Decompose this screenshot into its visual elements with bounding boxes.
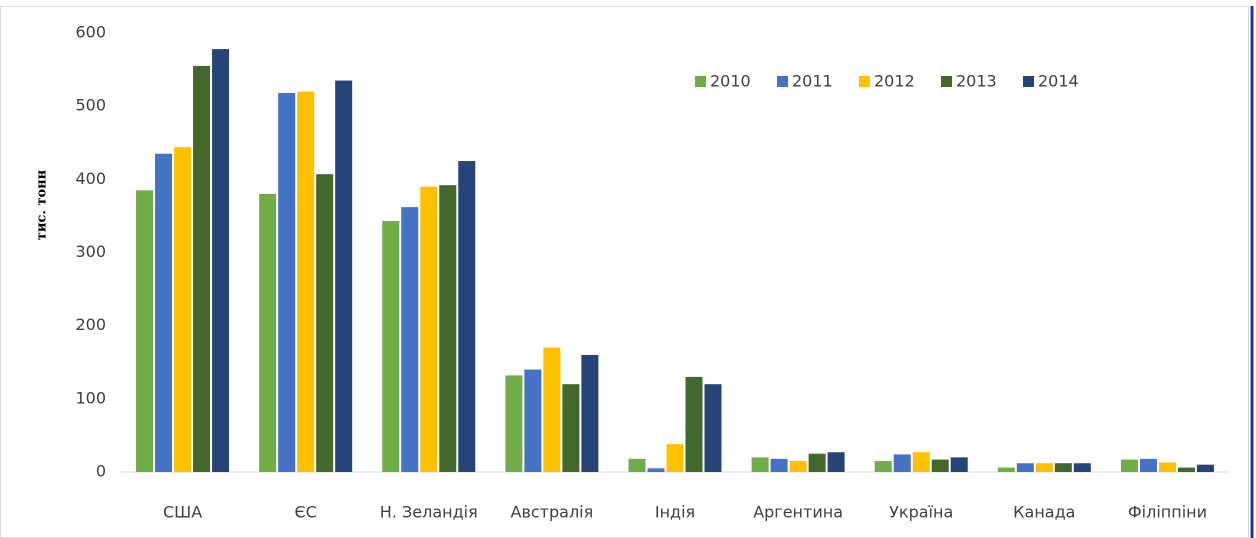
bar [874, 461, 892, 472]
bar [666, 444, 684, 472]
x-tick-label: ЄС [294, 503, 316, 522]
bar [562, 384, 580, 472]
bar [1177, 467, 1195, 472]
x-tick-label: Канада [1013, 503, 1075, 522]
legend-swatch [695, 76, 706, 87]
bar [316, 174, 334, 472]
legend-label: 2013 [956, 72, 997, 91]
y-tick-label: 0 [96, 462, 106, 481]
y-tick-label: 400 [75, 169, 106, 188]
bar [524, 369, 542, 472]
bar [278, 92, 296, 472]
y-axis-label: тис. тонн [35, 169, 50, 240]
bar [155, 153, 173, 472]
x-tick-label: Філіппіни [1128, 503, 1207, 522]
x-tick-label: США [163, 503, 202, 522]
bar [1120, 459, 1138, 472]
bar [212, 49, 230, 472]
legend-label: 2010 [710, 72, 751, 91]
y-tick-label: 100 [75, 388, 106, 407]
y-tick-label: 500 [75, 96, 106, 115]
bar [912, 452, 930, 472]
bar [439, 185, 457, 473]
bar [297, 91, 315, 473]
bar [1073, 463, 1091, 472]
x-tick-label: Україна [889, 503, 953, 522]
bar [136, 190, 154, 472]
bar [751, 457, 769, 472]
bar [1196, 464, 1214, 472]
bar [458, 161, 476, 472]
bar [1158, 462, 1176, 472]
legend-label: 2012 [874, 72, 915, 91]
bar [1035, 463, 1053, 472]
x-tick-label: Н. Зеландія [380, 503, 478, 522]
bar [581, 354, 599, 472]
legend-label: 2011 [792, 72, 833, 91]
bar [382, 221, 400, 472]
bar [335, 80, 353, 472]
bar [704, 384, 722, 472]
bar [174, 147, 192, 472]
bar [647, 468, 665, 472]
bar [770, 458, 788, 472]
legend-swatch [859, 76, 870, 87]
bar [628, 458, 646, 472]
bar [543, 347, 561, 472]
bar [931, 459, 949, 472]
legend-label: 2014 [1038, 72, 1079, 91]
legend-swatch [941, 76, 952, 87]
bar [193, 65, 211, 473]
y-tick-label: 300 [75, 242, 106, 261]
bar [505, 375, 523, 472]
bar [827, 452, 845, 472]
x-tick-label: Індія [655, 503, 695, 522]
legend-swatch [1023, 76, 1034, 87]
bar [950, 457, 968, 472]
bar [789, 461, 807, 472]
bar [1139, 458, 1157, 472]
y-tick-label: 200 [75, 315, 106, 334]
legend-swatch [777, 76, 788, 87]
bar [401, 207, 419, 473]
bar [1054, 463, 1072, 472]
x-tick-label: Аргентина [753, 503, 843, 522]
x-tick-label: Австралія [511, 503, 594, 522]
bar [808, 453, 826, 472]
bar [420, 186, 438, 472]
y-tick-label: 600 [75, 23, 106, 42]
bar [259, 193, 277, 472]
bar [685, 376, 703, 472]
bar [1016, 463, 1034, 472]
bar [997, 467, 1015, 472]
bar [893, 454, 911, 472]
